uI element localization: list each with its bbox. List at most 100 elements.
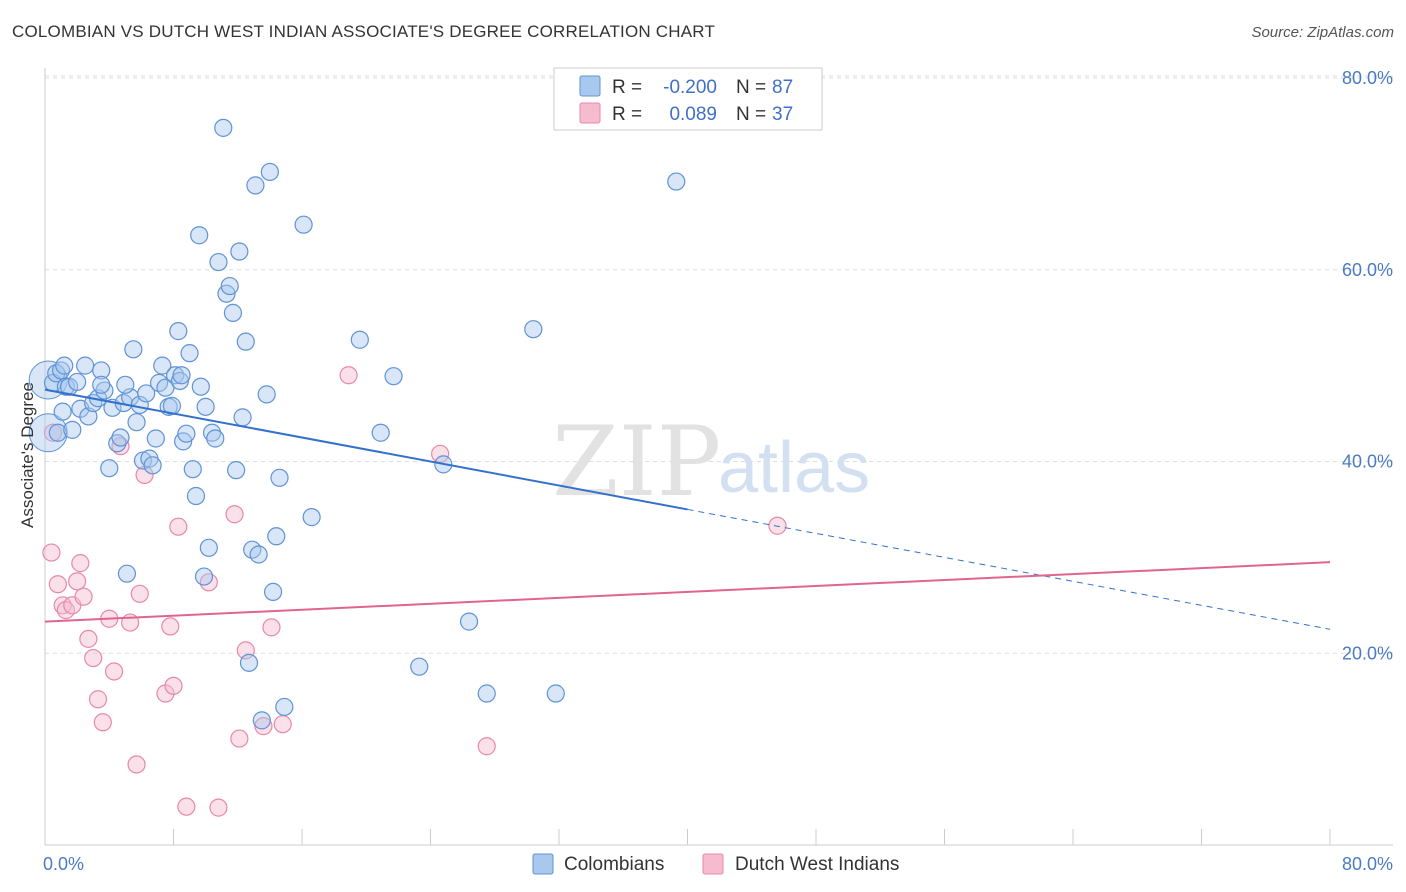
series-legend-colombians: Colombians xyxy=(564,854,664,875)
point-colombians-52 xyxy=(214,118,233,137)
legend-n-value-1: 87 xyxy=(772,77,793,98)
point-dutch-17 xyxy=(130,584,149,603)
legend-n-value-2: 37 xyxy=(772,104,793,125)
point-colombians-48 xyxy=(199,538,218,557)
legend-swatch-colombians xyxy=(579,75,601,97)
point-colombians-14 xyxy=(92,361,111,380)
point-colombians-16 xyxy=(100,459,119,478)
point-colombians-57 xyxy=(230,242,249,261)
point-dutch-36 xyxy=(43,423,63,442)
x-tick-label-1: 80.0% xyxy=(1342,854,1393,874)
legend-r-label-1: R = xyxy=(612,77,642,98)
point-dutch-21 xyxy=(164,676,183,695)
point-colombians-67 xyxy=(263,582,283,601)
trend-line-colombians-extrapolated xyxy=(687,508,1331,630)
point-colombians-65 xyxy=(257,385,276,404)
y-axis-label: Associate's Degree xyxy=(18,382,37,528)
series-legend-dutch: Dutch West Indians xyxy=(735,854,899,875)
legend-n-label-1: N = xyxy=(736,77,766,98)
stats-legend: R = -0.200 N = 87 R = 0.089 N = 37 xyxy=(553,67,823,131)
x-tick-label-0: 0.0% xyxy=(43,854,84,874)
point-colombians-55 xyxy=(223,303,243,322)
point-dutch-31 xyxy=(273,715,292,734)
point-colombians-84 xyxy=(172,366,191,385)
point-colombians-85 xyxy=(92,375,111,394)
point-colombians-71 xyxy=(294,215,313,234)
point-dutch-7 xyxy=(74,587,93,606)
point-dutch-9 xyxy=(84,648,103,668)
point-dutch-27 xyxy=(230,729,249,748)
point-colombians-56 xyxy=(227,461,246,480)
point-colombians-10 xyxy=(76,356,95,375)
chart-title: COLOMBIAN VS DUTCH WEST INDIAN ASSOCIATE… xyxy=(12,22,716,41)
legend-r-value-1: -0.200 xyxy=(663,77,717,98)
legend-r-label-2: R = xyxy=(612,104,642,125)
point-colombians-43 xyxy=(186,486,206,506)
point-colombians-75 xyxy=(384,367,403,386)
point-dutch-25 xyxy=(209,798,228,817)
point-colombians-36 xyxy=(166,366,185,385)
point-dutch-30 xyxy=(262,618,281,637)
point-colombians-2 xyxy=(48,423,67,442)
legend-swatch-dutch xyxy=(579,102,601,124)
point-colombians-70 xyxy=(275,697,294,717)
point-colombians-3 xyxy=(51,361,71,380)
watermark-atlas: atlas xyxy=(718,428,870,508)
y-tick-label-1: 40.0% xyxy=(1342,452,1393,472)
point-colombians-66 xyxy=(260,162,279,182)
point-colombians-74 xyxy=(371,423,390,442)
point-colombians-4 xyxy=(55,356,74,375)
point-colombians-76 xyxy=(410,657,429,676)
point-colombians-60 xyxy=(239,653,259,672)
point-colombians-42 xyxy=(183,460,202,479)
point-colombians-72 xyxy=(302,508,321,527)
watermark: ZIP atlas xyxy=(552,406,870,518)
point-colombians-27 xyxy=(137,384,156,403)
source-label: Source: ZipAtlas.com xyxy=(1251,24,1394,41)
point-colombians-46 xyxy=(194,567,214,586)
point-colombians-37 xyxy=(169,322,188,341)
point-colombians-69 xyxy=(270,468,289,487)
point-colombians-54 xyxy=(220,276,239,296)
series-legend-swatch-colombians xyxy=(532,853,554,875)
point-dutch-1 xyxy=(48,575,67,594)
point-colombians-19 xyxy=(111,428,130,447)
y-tick-label-3: 80.0% xyxy=(1342,68,1393,88)
trend-line-colombians xyxy=(44,388,688,511)
point-colombians-63 xyxy=(249,545,268,564)
point-colombians-62 xyxy=(246,176,265,195)
point-colombians-44 xyxy=(190,226,209,245)
point-colombians-8 xyxy=(68,372,87,392)
point-dutch-11 xyxy=(93,713,112,732)
point-dutch-8 xyxy=(79,629,98,648)
trend-line-dutch xyxy=(44,561,1331,623)
point-colombians-11 xyxy=(79,407,98,426)
point-colombians-21 xyxy=(117,564,137,583)
point-dutch-13 xyxy=(104,662,124,681)
point-colombians-78 xyxy=(459,612,479,631)
point-dutch-26 xyxy=(225,505,244,524)
y-tick-label-0: 20.0% xyxy=(1342,643,1393,663)
point-colombians-26 xyxy=(133,451,153,470)
point-colombians-35 xyxy=(162,396,181,415)
point-colombians-73 xyxy=(350,330,369,349)
grid-lines xyxy=(45,75,1393,654)
point-dutch-32 xyxy=(339,366,358,385)
point-colombians-45 xyxy=(191,377,210,396)
point-dutch-2 xyxy=(53,596,72,615)
data-points xyxy=(28,118,787,817)
trend-lines xyxy=(44,388,1331,630)
tick-labels: 20.0% 40.0% 60.0% 80.0% 0.0% 80.0% xyxy=(43,68,1393,874)
point-colombians-40 xyxy=(177,424,196,443)
watermark-zip: ZIP xyxy=(552,406,721,518)
point-colombians-64 xyxy=(252,711,271,730)
point-dutch-34 xyxy=(477,737,496,756)
point-colombians-41 xyxy=(180,344,199,363)
point-colombians-15 xyxy=(95,381,114,400)
series-legend-swatch-dutch xyxy=(702,853,724,875)
point-colombians-18 xyxy=(108,434,127,453)
legend-r-value-2: 0.089 xyxy=(669,104,717,125)
point-dutch-20 xyxy=(161,617,180,636)
point-colombians-large-1 xyxy=(28,413,68,453)
